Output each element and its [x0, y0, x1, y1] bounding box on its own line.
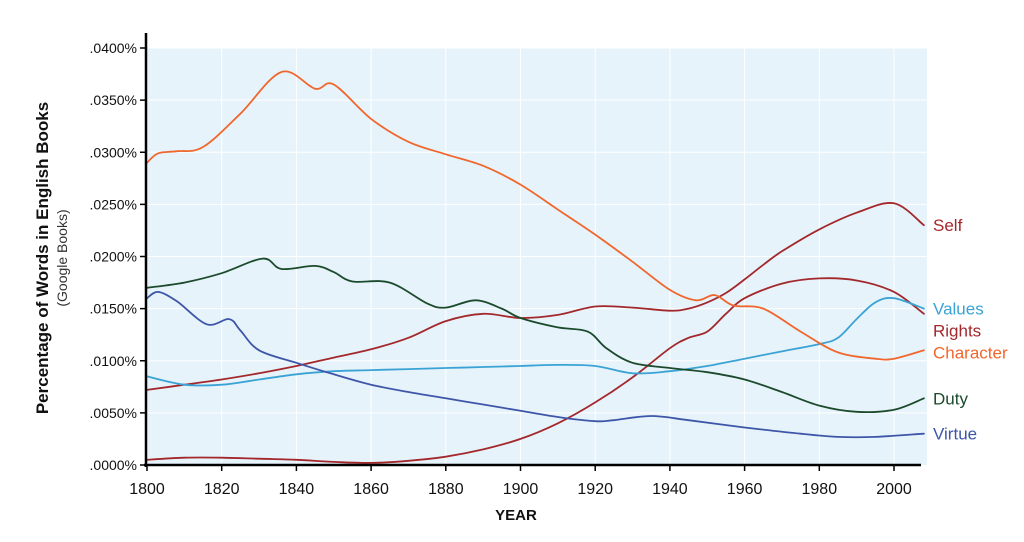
- x-tick-label: 1800: [129, 481, 165, 498]
- y-tick-label: .0150%: [90, 301, 137, 317]
- x-tick-label: 1860: [353, 481, 389, 498]
- y-tick-label: .0000%: [90, 457, 137, 473]
- y-tick-label: .0100%: [90, 353, 137, 369]
- y-tick-label: .0350%: [90, 92, 137, 108]
- legend-label-rights: Rights: [933, 322, 981, 341]
- legend: Self Values Rights Character Duty Virtue: [933, 216, 1008, 444]
- series-line-self: [146, 202, 925, 391]
- series-line-rights: [146, 277, 925, 464]
- series-line-values: [146, 297, 925, 387]
- legend-label-self: Self: [933, 216, 963, 235]
- series-line-duty: [146, 257, 925, 413]
- x-tick-label: 1940: [652, 481, 688, 498]
- x-tick-label: 1960: [727, 481, 763, 498]
- y-tick-label: .0400%: [90, 40, 137, 56]
- x-tick-label: 1980: [802, 481, 838, 498]
- legend-label-duty: Duty: [933, 389, 968, 408]
- series-line-character: [146, 70, 925, 361]
- x-axis-label: YEAR: [495, 507, 537, 524]
- series-line-virtue: [146, 290, 925, 439]
- y-tick-label: .0050%: [90, 405, 137, 421]
- y-tick-label: .0250%: [90, 196, 137, 212]
- legend-label-values: Values: [933, 300, 984, 319]
- legend-label-virtue: Virtue: [933, 425, 977, 444]
- legend-label-character: Character: [933, 344, 1008, 363]
- x-tick-label: 1920: [577, 481, 613, 498]
- y-axis-sublabel: (Google Books): [54, 209, 70, 306]
- x-tick-label: 1820: [204, 481, 240, 498]
- y-tick-label: .0200%: [90, 249, 137, 265]
- series-lines: [146, 70, 925, 464]
- y-tick-label: .0300%: [90, 144, 137, 160]
- x-tick-label: 1900: [503, 481, 539, 498]
- x-tick-label: 1840: [279, 481, 315, 498]
- x-tick-label: 2000: [876, 481, 912, 498]
- y-axis-label: Percentage of Words in English Books: [33, 102, 52, 414]
- x-tick-label: 1880: [428, 481, 464, 498]
